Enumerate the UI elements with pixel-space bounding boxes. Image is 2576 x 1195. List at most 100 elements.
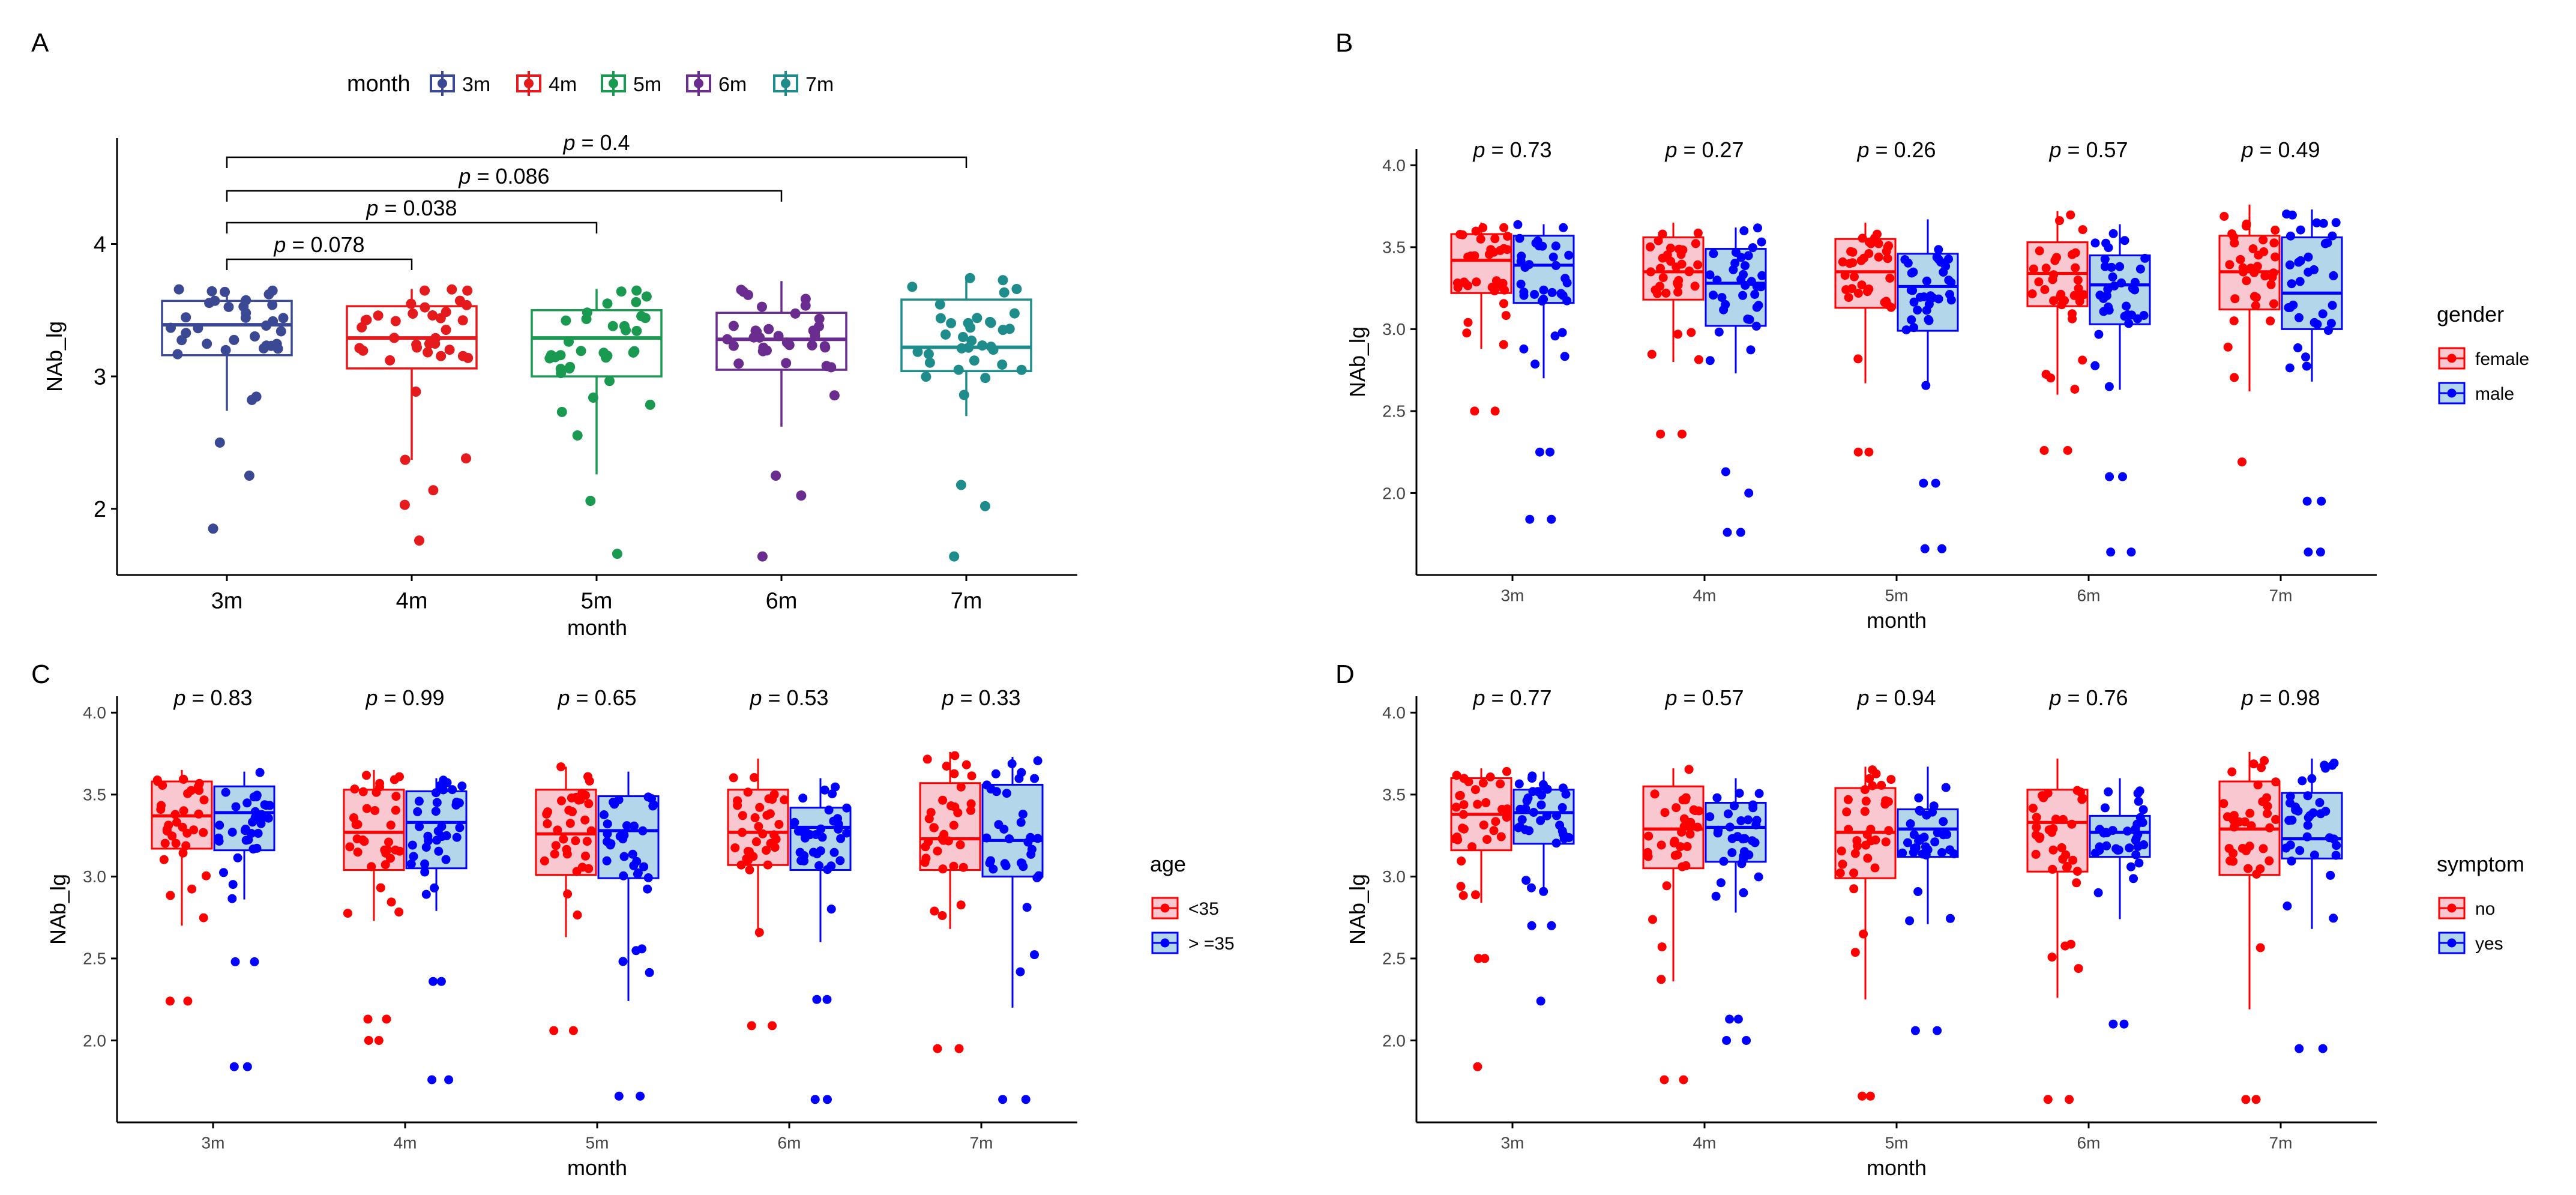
group-point	[2134, 858, 2144, 868]
group-point	[1458, 823, 1467, 833]
group-outlier	[2119, 1019, 2129, 1029]
group-outlier	[2302, 496, 2312, 506]
legend-label: > =35	[1188, 934, 1235, 954]
group-point	[2271, 252, 2280, 262]
group-point	[816, 846, 825, 856]
group-point	[762, 846, 771, 855]
legend-key-point	[2447, 938, 2457, 948]
35-5m-group	[597, 771, 660, 1101]
group-point	[633, 868, 643, 877]
panel-letter: B	[1335, 28, 1353, 58]
group-point	[2287, 279, 2296, 289]
group-point	[639, 862, 649, 871]
group-point	[1754, 789, 1764, 798]
group-point	[571, 836, 580, 846]
group-point	[584, 799, 594, 808]
group-point	[1560, 352, 1569, 361]
group-point	[2295, 277, 2305, 286]
group-point	[2067, 819, 2077, 829]
group-point	[2329, 271, 2338, 280]
group-outlier	[364, 1036, 373, 1045]
group-point	[1837, 846, 1846, 856]
group-point	[442, 778, 452, 787]
group-point	[2326, 319, 2336, 328]
group-point	[2242, 276, 2251, 286]
group-point	[933, 846, 942, 856]
group-point	[1853, 841, 1862, 850]
group-outlier	[2043, 1095, 2053, 1104]
group-point	[2108, 229, 2118, 238]
y-tick-label: 2	[94, 497, 106, 522]
group-point	[1552, 811, 1561, 820]
month-5m-point	[556, 406, 567, 417]
month-4m-point	[420, 302, 430, 313]
month-7m-point	[912, 346, 923, 357]
group-point	[2228, 856, 2238, 866]
group-point	[1537, 790, 1546, 800]
legend-label: 6m	[718, 73, 747, 96]
group-point	[1685, 829, 1695, 839]
group-point	[1901, 325, 1911, 335]
month-6m-point	[826, 362, 837, 373]
group-point	[630, 821, 639, 831]
group-point	[2124, 319, 2134, 328]
group-outlier	[1725, 1014, 1735, 1024]
panel-c: C 2.0 2.5 3.0 3.5 4.0 3m 4m 5m 6m 7m month NAb_lg p =…	[31, 660, 1235, 1180]
month-4m-point	[457, 315, 468, 326]
group-point	[833, 814, 843, 823]
group-point	[1462, 328, 1472, 338]
group-point	[2057, 843, 2066, 852]
group-point	[159, 855, 169, 864]
group-point	[1018, 810, 1028, 819]
no-7m-group	[2218, 751, 2281, 1104]
p-value-label: p = 0.57	[2048, 137, 2128, 162]
group-point	[953, 808, 963, 817]
group-point	[1562, 278, 1572, 287]
male-5m-group	[1897, 219, 1959, 553]
group-outlier	[1723, 528, 1732, 537]
group-point	[2095, 846, 2104, 855]
group-point	[408, 840, 417, 850]
p-value-label: p = 0.27	[1664, 137, 1744, 162]
yes-4m-group	[1705, 778, 1767, 1045]
group-point	[1864, 284, 1874, 293]
legend-key-point	[781, 79, 790, 88]
comparison-p-value: p = 0.4	[562, 130, 630, 155]
group-point	[1933, 828, 1942, 837]
legend-key-point	[2447, 354, 2457, 363]
group-point	[2310, 265, 2319, 274]
group-point	[1542, 811, 1551, 820]
group-point	[1716, 878, 1726, 888]
p-value-label: p = 0.33	[941, 685, 1020, 710]
group-point	[2131, 824, 2140, 834]
x-tick-label: 6m	[2077, 586, 2101, 605]
group-point	[2310, 850, 2319, 860]
group-point	[1916, 834, 1925, 844]
month-6m-point	[738, 286, 749, 297]
group-outlier	[1678, 429, 1687, 439]
group-point	[1850, 272, 1859, 281]
male-6m-group	[2089, 224, 2151, 557]
month-6m-point	[800, 300, 811, 311]
group-point	[1737, 859, 1747, 868]
box-box	[597, 795, 660, 879]
group-point	[2229, 822, 2239, 832]
group-point	[1530, 360, 1540, 369]
group-point	[733, 801, 742, 810]
group-point	[1473, 799, 1482, 809]
group-point	[255, 768, 265, 777]
group-point	[353, 847, 363, 857]
month-4m-point	[427, 310, 438, 321]
group-point	[436, 781, 445, 790]
month-6m-point	[728, 340, 739, 351]
group-point	[2094, 330, 2104, 339]
group-point	[565, 819, 575, 828]
group-point	[2104, 787, 2113, 796]
month-6m-point	[733, 358, 744, 369]
female-3m-group	[1450, 222, 1512, 416]
month-5m-point	[604, 376, 615, 387]
group-point	[2066, 210, 2075, 220]
group-point	[811, 830, 820, 839]
group-point	[1729, 265, 1738, 274]
group-point	[2049, 296, 2059, 306]
